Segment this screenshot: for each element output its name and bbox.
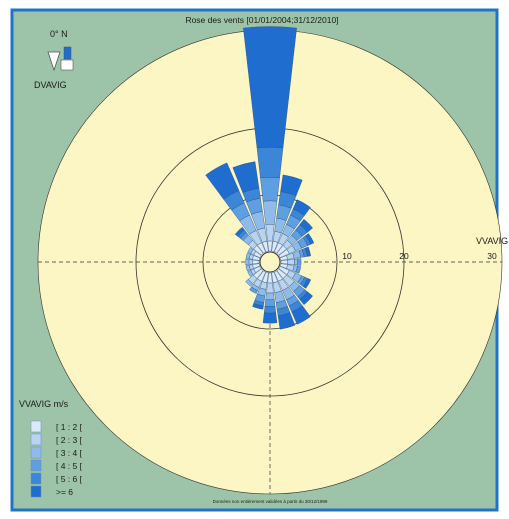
radial-tick-label-30: 30 <box>487 251 497 261</box>
legend-swatch-1 <box>30 420 42 433</box>
wind-direction-icon <box>63 46 72 60</box>
legend: VVAVIG m/s [ 1 : 2 [[ 2 : 3 [[ 3 : 4 [[ … <box>19 399 83 498</box>
bar-segment-dir165-class6 <box>277 312 296 330</box>
bar-segment-dir0-class4 <box>260 177 280 202</box>
bar-segment-dir105-class4 <box>295 265 301 274</box>
bar-segment-dir180-class4 <box>264 299 276 307</box>
legend-label-2: [ 2 : 3 [ <box>56 435 83 445</box>
radial-axis-label: VVAVIG <box>476 236 508 246</box>
bar-segment-dir345-class6 <box>232 161 260 193</box>
legend-items: [ 1 : 2 [ [ 2 : 3 [ [ 3 : 4 [ [ 4 : 5 [ [ 5 … <box>30 420 83 498</box>
radial-tick-label-10: 10 <box>342 251 352 261</box>
legend-label-5: [ 5 : 6 [ <box>56 474 83 484</box>
bar-segment-dir120-class6 <box>302 278 312 289</box>
radial-tick-label-20: 20 <box>399 251 409 261</box>
legend-swatch-6 <box>30 485 42 498</box>
bar-segment-dir90-class3 <box>294 258 298 266</box>
bar-segment-dir255-class3 <box>245 264 251 272</box>
legend-title: VVAVIG m/s <box>19 399 69 409</box>
bar-segment-dir285-class3 <box>245 252 251 260</box>
footnote: Données non entièrement validées à parti… <box>213 499 328 504</box>
bar-segment-dir180-class5 <box>263 305 277 314</box>
bar-segment-dir330-class6 <box>205 162 240 200</box>
bar-segment-dir0-class6 <box>243 26 297 149</box>
north-indicator: 0° N DVAVIG <box>34 29 74 90</box>
bar-segment-dir270-class1 <box>252 259 260 265</box>
bar-segment-dir210-class4 <box>249 286 258 294</box>
bar-segment-dir150-class6 <box>291 305 311 325</box>
calm-circle <box>259 251 281 273</box>
north-label: 0° N <box>50 29 68 39</box>
bar-segment-dir45-class6 <box>299 219 313 233</box>
bar-segment-dir90-class1 <box>280 259 288 265</box>
bar-segment-dir270-class3 <box>245 259 250 265</box>
legend-label-6: >= 6 <box>56 487 73 497</box>
bar-segment-dir240-class3 <box>247 270 254 277</box>
bar-segment-dir270-class2 <box>248 259 253 265</box>
bar-segment-dir225-class3 <box>245 278 254 287</box>
legend-swatch-2 <box>30 433 42 446</box>
compass-box-icon <box>60 59 74 71</box>
legend-label-1: [ 1 : 2 [ <box>56 422 83 432</box>
bar-segment-dir300-class3 <box>247 247 254 254</box>
legend-swatch-4 <box>30 459 42 472</box>
bar-segment-dir0-class5 <box>256 146 284 179</box>
wind-rose-bars <box>205 26 315 330</box>
bar-segment-dir15-class6 <box>280 174 303 196</box>
bar-segment-dir0-class3 <box>262 200 278 225</box>
bar-segment-dir180-class3 <box>265 292 275 300</box>
legend-label-3: [ 3 : 4 [ <box>56 448 83 458</box>
bar-segment-dir60-class6 <box>305 233 315 245</box>
north-arrow-icon <box>47 51 61 72</box>
legend-swatch-3 <box>30 446 42 459</box>
chart-title: Rose des vents [01/01/2004;31/12/2010] <box>185 15 338 25</box>
direction-label: DVAVIG <box>34 80 67 90</box>
bar-segment-dir135-class6 <box>299 291 313 305</box>
bar-segment-dir90-class2 <box>287 259 295 265</box>
bar-segment-dir30-class6 <box>292 199 311 216</box>
bar-segment-dir180-class2 <box>266 282 274 294</box>
bar-segment-dir195-class6 <box>252 303 264 310</box>
bar-segment-dir90-class4 <box>297 258 302 266</box>
legend-swatch-5 <box>30 472 42 485</box>
bar-segment-dir180-class6 <box>262 312 278 324</box>
bar-segment-dir75-class6 <box>304 246 311 257</box>
bar-segment-dir315-class6 <box>234 226 245 237</box>
legend-label-4: [ 4 : 5 [ <box>56 461 83 471</box>
